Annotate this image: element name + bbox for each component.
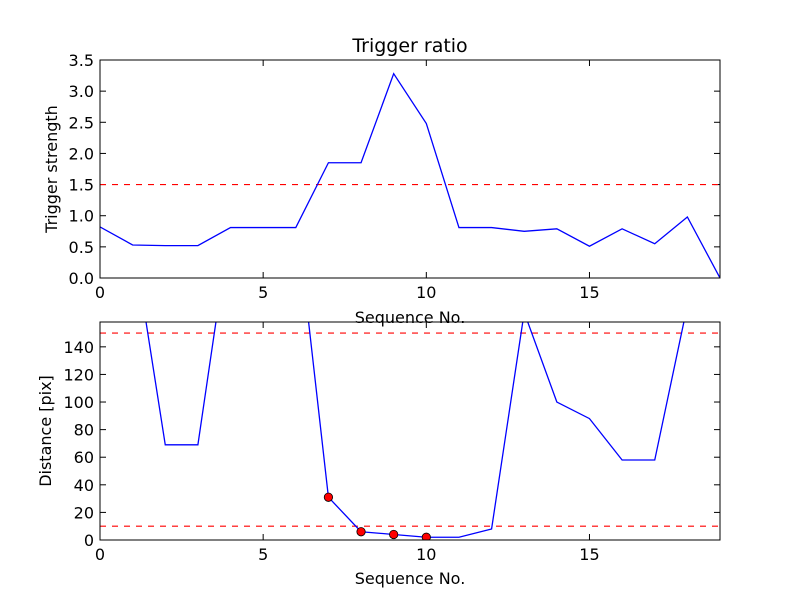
bottom-threshold-lines [100, 332, 720, 527]
bottom-y-axis-label: Distance [pix] [36, 375, 55, 487]
bottom-ticks: 0 5 10 15 0 20 40 60 80 100 120 140 [63, 322, 720, 564]
top-y-tick-label: 3.0 [69, 82, 94, 101]
bottom-series-line [145, 322, 685, 538]
top-plot-frame [99, 59, 721, 279]
top-y-tick-label: 0.0 [69, 269, 94, 288]
top-x-tick-label: 15 [579, 283, 599, 302]
bottom-x-tick-label: 5 [258, 545, 268, 564]
bottom-marker-point [421, 532, 431, 540]
top-series [100, 72, 720, 278]
bottom-y-tick-label: 0 [84, 531, 94, 550]
top-y-axis-label: Trigger strength [42, 105, 61, 234]
bottom-markers [323, 492, 431, 540]
bottom-x-tick-label: 10 [416, 545, 436, 564]
bottom-series [145, 322, 685, 538]
bottom-x-tick-label: 15 [579, 545, 599, 564]
bottom-plot-frame [99, 321, 721, 541]
top-y-tick-label: 3.5 [69, 51, 94, 70]
bottom-y-tick-label: 40 [74, 476, 94, 495]
top-ticks: 0 5 10 15 0.0 0.5 1.0 1.5 2.0 2.5 3.0 3.5 [69, 51, 720, 302]
bottom-x-axis-label: Sequence No. [355, 569, 466, 588]
top-x-tick-label: 0 [95, 283, 105, 302]
bottom-y-tick-label: 120 [63, 365, 94, 384]
top-y-tick-label: 0.5 [69, 238, 94, 257]
top-y-tick-label: 1.0 [69, 207, 94, 226]
top-y-tick-label: 2.0 [69, 144, 94, 163]
top-y-tick-label: 1.5 [69, 176, 94, 195]
bottom-x-tick-label: 0 [95, 545, 105, 564]
top-y-tick-label: 2.5 [69, 113, 94, 132]
top-x-tick-label: 5 [258, 283, 268, 302]
bottom-marker-point [389, 529, 399, 540]
top-series-line [100, 72, 720, 278]
bottom-y-tick-label: 100 [63, 393, 94, 412]
top-x-tick-label: 10 [416, 283, 436, 302]
top-subplot: Trigger ratio Trigger strength Sequence … [42, 35, 721, 327]
bottom-y-tick-label: 20 [74, 503, 94, 522]
bottom-y-tick-label: 80 [74, 421, 94, 440]
bottom-marker-point [323, 492, 334, 502]
top-x-axis-label: Sequence No. [355, 308, 466, 327]
bottom-marker-point [356, 527, 366, 537]
top-chart-title: Trigger ratio [351, 35, 467, 57]
bottom-y-tick-label: 60 [74, 448, 94, 467]
bottom-y-tick-label: 140 [63, 338, 94, 357]
bottom-subplot: Distance [pix] Sequence No. 0 5 10 15 0 20 40 6… [36, 321, 721, 588]
